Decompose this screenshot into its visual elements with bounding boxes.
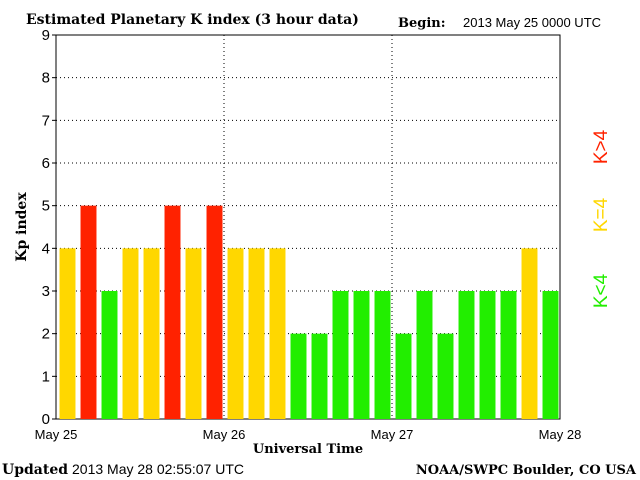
y-tick-label: 3	[42, 283, 50, 300]
kp-bar	[227, 248, 244, 419]
y-tick-label: 5	[42, 198, 50, 215]
kp-bar	[311, 333, 328, 419]
x-tick-label: May 28	[539, 427, 582, 442]
kp-bar	[80, 205, 97, 419]
plot-frame	[55, 34, 561, 420]
legend-high: K>4	[591, 129, 612, 164]
kp-bar	[290, 333, 307, 419]
kp-bar	[500, 291, 517, 419]
kp-bar	[59, 248, 76, 419]
y-tick-label: 6	[42, 155, 50, 172]
begin-label: Begin:	[398, 16, 446, 31]
legend-equal: K=4	[591, 197, 612, 232]
kp-bar	[542, 291, 559, 419]
kp-bar	[521, 248, 538, 419]
kp-bar	[248, 248, 265, 419]
kp-bar	[416, 291, 433, 419]
kp-bar	[437, 333, 454, 419]
kp-bar	[143, 248, 160, 419]
y-axis-label: Kp index	[14, 192, 30, 262]
kp-bar	[479, 291, 496, 419]
kp-bar	[374, 291, 391, 419]
kp-bar	[332, 291, 349, 419]
y-tick-label: 4	[42, 240, 50, 257]
kp-bar	[185, 248, 202, 419]
source-credit: NOAA/SWPC Boulder, CO USA	[416, 463, 637, 478]
kp-bar	[164, 205, 181, 419]
y-tick-label: 9	[42, 27, 50, 44]
x-axis-label: Universal Time	[253, 442, 363, 457]
x-tick-label: May 27	[371, 427, 414, 442]
kp-bar	[353, 291, 370, 419]
updated-label: Updated	[2, 462, 68, 478]
plot-area: 0 1 2 3 4 5 6 7 8 9 May 25 May 26 May 27 May 28	[35, 27, 582, 442]
x-tick-label: May 26	[203, 427, 246, 442]
y-tick-label: 8	[42, 70, 50, 87]
x-tick-label: May 25	[35, 427, 78, 442]
kp-bar	[458, 291, 475, 419]
kp-bar	[206, 205, 223, 419]
legend-low: K<4	[591, 273, 612, 308]
begin-value: 2013 May 25 0000 UTC	[463, 15, 601, 30]
kp-bar	[269, 248, 286, 419]
chart-title: Estimated Planetary K index (3 hour data…	[26, 12, 359, 28]
y-tick-label: 2	[42, 326, 50, 343]
kp-bar	[122, 248, 139, 419]
y-tick-label: 1	[42, 368, 50, 385]
updated-value: 2013 May 28 02:55:07 UTC	[72, 461, 244, 477]
kp-bar	[395, 333, 412, 419]
kp-bar	[101, 291, 118, 419]
y-tick-label: 7	[42, 112, 50, 129]
y-tick-label: 0	[42, 411, 50, 428]
